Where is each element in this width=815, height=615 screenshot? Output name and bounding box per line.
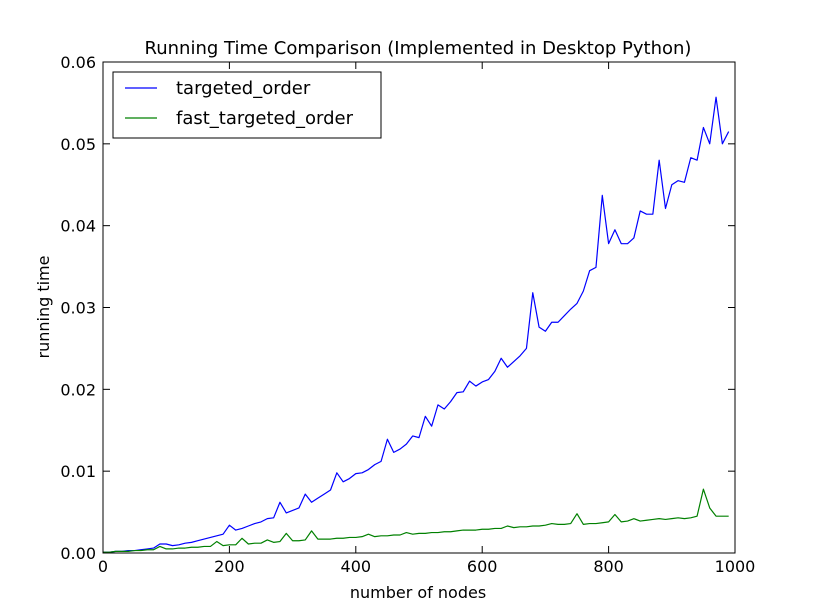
- x-tick-label: 800: [593, 557, 624, 576]
- legend-label-fast-targeted-order: fast_targeted_order: [176, 108, 354, 129]
- series-line-targeted-order: [103, 96, 730, 553]
- y-tick-label: 0.06: [60, 53, 96, 72]
- plot-background: [103, 62, 735, 553]
- legend-box: [112, 71, 382, 139]
- x-tick-label: 400: [341, 557, 372, 576]
- y-tick-label: 0.03: [60, 299, 96, 318]
- ticks-layer: 0 200 400 600 800 1000 0.00 0.01 0.02 0.03 0.04 0.0…: [60, 53, 755, 576]
- y-tick-label: 0.05: [60, 135, 96, 154]
- y-tick-label: 0.04: [60, 217, 96, 236]
- y-tick-label: 0.02: [60, 380, 96, 399]
- legend: targeted_order fast_targeted_order: [112, 71, 382, 139]
- x-tick-label: 0: [98, 557, 108, 576]
- series-line-fast-targeted-order: [103, 488, 729, 553]
- x-tick-label: 600: [467, 557, 498, 576]
- legend-label-targeted-order: targeted_order: [176, 78, 311, 99]
- x-axis-label: number of nodes: [350, 583, 486, 602]
- y-axis-label: running time: [34, 256, 53, 359]
- chart-title: Running Time Comparison (Implemented in …: [145, 38, 692, 59]
- x-tick-label: 1000: [715, 557, 756, 576]
- plot-area: 0 200 400 600 800 1000 0.00 0.01 0.02 0.03 0.04 0.0…: [60, 53, 755, 576]
- x-tick-label: 200: [214, 557, 245, 576]
- y-tick-label: 0.00: [60, 544, 96, 563]
- y-tick-label: 0.01: [60, 462, 96, 481]
- series-layer: [103, 96, 730, 553]
